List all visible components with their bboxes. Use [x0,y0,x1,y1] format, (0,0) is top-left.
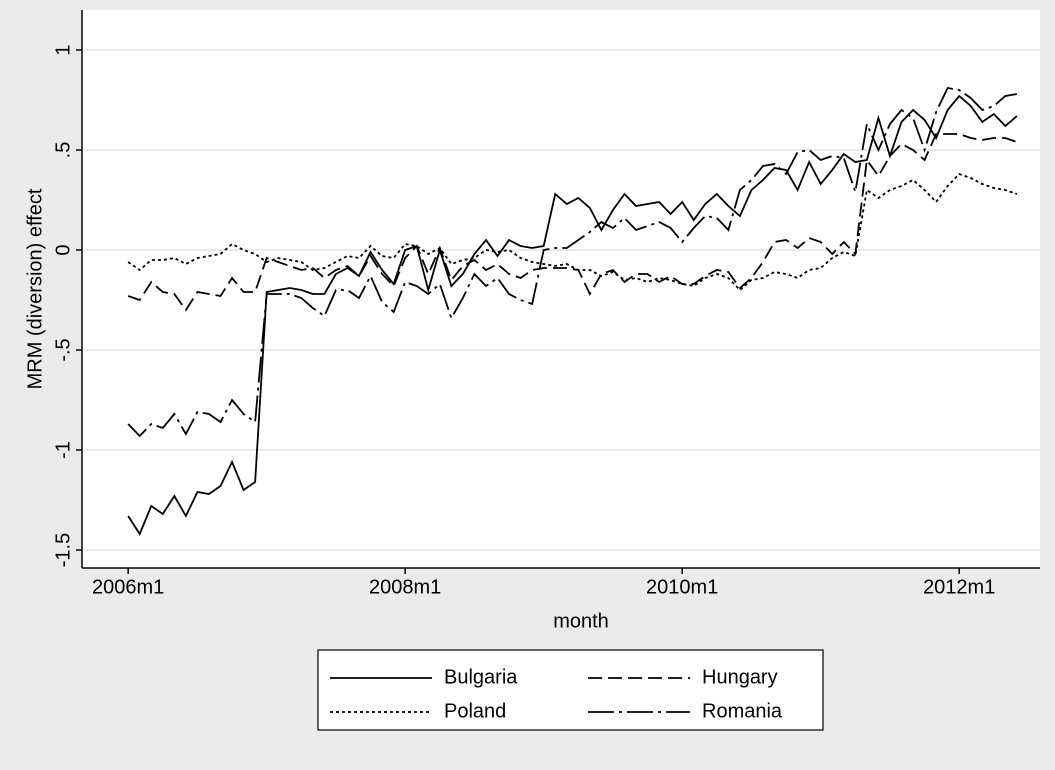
y-axis-title: MRM (diversion) effect [24,188,46,389]
legend-label: Romania [702,700,783,722]
y-tick-label: -1.5 [52,533,74,567]
series-line [127,94,1018,536]
x-axis-title: month [553,610,609,632]
series-line [127,133,1018,312]
legend-label: Bulgaria [444,666,518,688]
series-line [127,172,1018,292]
y-tick-label: 1 [52,44,74,55]
y-tick-label: 0 [52,244,74,255]
legend-box [317,649,824,731]
series-line [127,86,1018,438]
x-tick-label: 2012m1 [923,576,995,598]
x-tick-label: 2008m1 [369,576,441,598]
x-tick-label: 2010m1 [646,576,718,598]
legend-label: Poland [444,700,506,722]
y-tick-label: -.5 [52,338,74,361]
y-tick-label: .5 [52,142,74,159]
x-tick-label: 2006m1 [92,576,164,598]
legend-label: Hungary [702,666,778,688]
y-tick-label: -1 [52,441,74,459]
